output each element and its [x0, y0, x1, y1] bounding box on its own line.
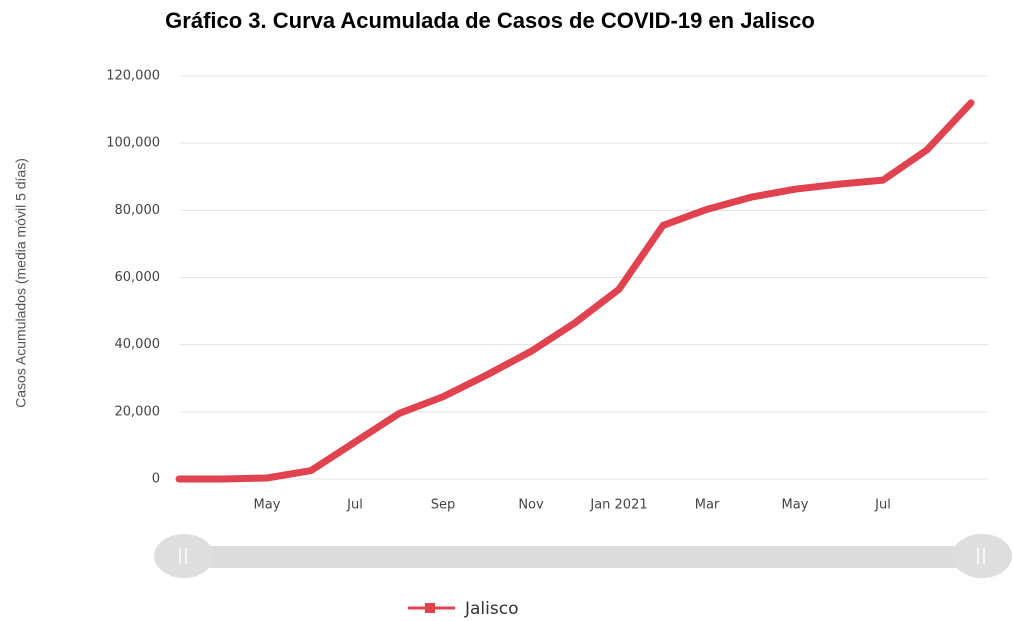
y-tick-label: 40,000 — [115, 337, 161, 352]
y-tick-label: 60,000 — [115, 270, 161, 285]
slider-track — [185, 546, 975, 568]
x-tick-label: Sep — [431, 498, 456, 513]
legend[interactable]: Jalisco — [408, 599, 518, 619]
y-tick-label: 0 — [152, 472, 160, 487]
y-tick-label: 80,000 — [115, 203, 161, 218]
legend-marker — [425, 603, 435, 613]
legend-label: Jalisco — [464, 599, 518, 619]
x-tick-label: Mar — [695, 498, 720, 513]
chart-title: Gráfico 3. Curva Acumulada de Casos de C… — [165, 8, 815, 33]
x-tick-label: May — [254, 498, 281, 513]
x-tick-label: Jul — [874, 498, 891, 513]
slider-handle[interactable] — [154, 534, 214, 578]
data-line — [175, 99, 975, 483]
range-slider[interactable] — [154, 534, 1012, 578]
y-tick-label: 100,000 — [106, 136, 160, 151]
x-tick-label: Nov — [518, 498, 544, 513]
slider-handle[interactable] — [952, 534, 1012, 578]
y-tick-label: 120,000 — [106, 69, 160, 84]
y-tick-label: 20,000 — [115, 404, 161, 419]
x-tick-label: May — [782, 498, 809, 513]
x-tick-label: Jul — [346, 498, 363, 513]
y-axis-label: Casos Acumulados (media móvil 5 días) — [13, 158, 29, 408]
x-tick-label: Jan 2021 — [589, 498, 647, 513]
